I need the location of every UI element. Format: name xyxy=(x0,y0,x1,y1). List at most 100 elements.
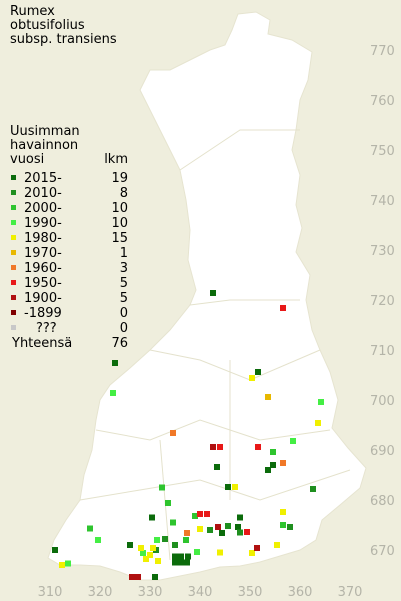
observation xyxy=(172,559,178,566)
legend-header: havainnon xyxy=(10,138,78,153)
observation xyxy=(237,529,243,536)
observation xyxy=(129,574,135,580)
legend-swatch xyxy=(11,235,16,240)
observation xyxy=(112,360,118,366)
y-tick-label: 690 xyxy=(370,444,395,459)
legend-swatch xyxy=(11,265,16,270)
observation xyxy=(232,484,238,490)
observation xyxy=(149,514,155,521)
observation xyxy=(184,530,190,536)
legend-label: 2010- xyxy=(24,186,62,201)
finland-outline xyxy=(47,11,367,581)
observation xyxy=(59,562,65,568)
observation xyxy=(65,560,71,567)
observation xyxy=(225,523,231,529)
observation xyxy=(150,545,156,551)
y-tick-label: 750 xyxy=(370,144,395,159)
observation xyxy=(265,467,271,473)
legend-label: 1980- xyxy=(24,231,62,246)
legend-swatch xyxy=(11,205,16,210)
x-tick-label: 350 xyxy=(238,585,263,600)
observation xyxy=(210,444,216,450)
axes: 310 320 330 340 350 360 3707707607507407307207… xyxy=(38,44,395,600)
legend-header: Uusimman xyxy=(10,124,80,139)
x-tick-label: 320 xyxy=(88,585,113,600)
y-tick-label: 680 xyxy=(370,494,395,509)
y-tick-label: 740 xyxy=(370,194,395,209)
observation xyxy=(155,558,161,564)
legend-swatch xyxy=(11,310,16,315)
observation xyxy=(147,552,153,558)
observation xyxy=(192,513,198,519)
legend-count: 10 xyxy=(111,201,128,216)
y-tick-label: 720 xyxy=(370,294,395,309)
observation xyxy=(280,460,286,466)
legend-swatch xyxy=(11,190,16,195)
legend-count-header: lkm xyxy=(104,152,128,167)
total-label: Yhteensä xyxy=(11,336,72,351)
legend-swatch xyxy=(11,250,16,255)
legend-count: 19 xyxy=(111,171,128,186)
observation xyxy=(287,524,293,530)
legend-swatch xyxy=(11,220,16,225)
legend-count: 5 xyxy=(120,291,128,306)
legend-count: 1 xyxy=(120,246,128,261)
observation xyxy=(95,537,101,543)
title-line: obtusifolius xyxy=(10,18,85,33)
observation xyxy=(217,444,223,450)
observation xyxy=(249,550,255,556)
y-tick-label: 670 xyxy=(370,544,395,559)
legend-label: 2000- xyxy=(24,201,62,216)
legend-count: 0 xyxy=(120,306,128,321)
legend-count: 0 xyxy=(120,321,128,336)
title-line: Rumex xyxy=(10,4,55,19)
observation xyxy=(274,542,280,548)
y-tick-label: 760 xyxy=(370,94,395,109)
observation xyxy=(197,511,203,517)
x-tick-label: 310 xyxy=(38,585,63,600)
observation xyxy=(162,536,168,542)
observation xyxy=(140,550,146,556)
observation xyxy=(290,438,296,444)
legend-swatch xyxy=(11,175,16,180)
legend-label: 1960- xyxy=(24,261,62,276)
observation xyxy=(270,449,276,455)
observation xyxy=(254,545,260,551)
observation xyxy=(178,553,184,560)
observation xyxy=(207,527,213,533)
observation xyxy=(172,542,178,548)
x-tick-label: 370 xyxy=(338,585,363,600)
observation xyxy=(127,542,133,548)
x-tick-label: 360 xyxy=(288,585,313,600)
observation xyxy=(159,484,165,491)
y-tick-label: 700 xyxy=(370,394,395,409)
observation xyxy=(235,524,241,530)
observation xyxy=(219,530,225,536)
legend-count: 10 xyxy=(111,216,128,231)
legend-header: vuosi xyxy=(10,152,44,167)
legend-label: -1899 xyxy=(24,306,62,321)
observations xyxy=(52,290,324,580)
title-line: subsp. transiens xyxy=(10,32,117,47)
observation xyxy=(318,399,324,405)
x-tick-label: 340 xyxy=(188,585,213,600)
observation xyxy=(87,525,93,532)
y-tick-label: 770 xyxy=(370,44,395,59)
observation xyxy=(265,394,271,400)
observation xyxy=(225,484,231,490)
observation xyxy=(217,549,223,556)
observation xyxy=(194,549,200,555)
y-tick-label: 730 xyxy=(370,244,395,259)
observation xyxy=(172,553,178,560)
observation xyxy=(165,500,171,506)
observation xyxy=(152,574,158,580)
observation xyxy=(170,430,176,436)
observation xyxy=(184,559,190,566)
observation xyxy=(214,464,220,470)
total-count: 76 xyxy=(111,336,128,351)
observation xyxy=(315,420,321,426)
legend-label: 2015- xyxy=(24,171,62,186)
observation xyxy=(210,290,216,296)
observation xyxy=(52,547,58,553)
